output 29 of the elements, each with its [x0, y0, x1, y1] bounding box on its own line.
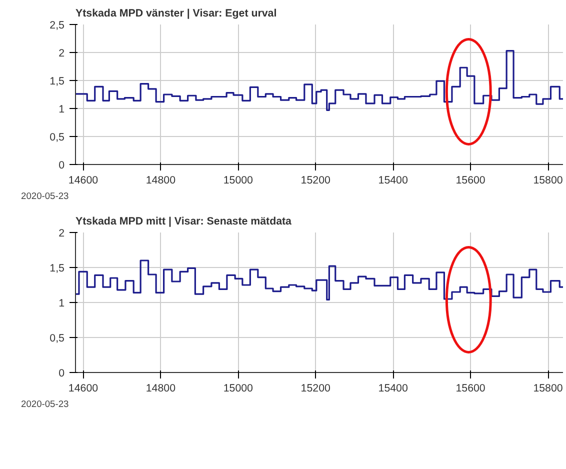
x-tick-label: 15400 [378, 174, 408, 186]
x-tick-label: 15800 [533, 174, 563, 186]
y-tick-label: 0 [58, 160, 65, 172]
y-tick-label: 0 [58, 368, 65, 380]
x-tick-label: 15000 [223, 382, 254, 394]
y-tick-label: 1,5 [50, 76, 65, 88]
x-tick-label: 14600 [68, 174, 98, 186]
x-tick-label: 15600 [456, 174, 486, 186]
chart-title: Ytskada MPD mitt | Visar: Senaste mätdata [76, 216, 292, 228]
x-tick-label: 15600 [456, 382, 486, 394]
x-tick-label: 15200 [300, 174, 331, 186]
y-tick-label: 0,5 [50, 132, 65, 144]
text: 2020-05-23 [21, 191, 69, 201]
y-tick-label: 1 [58, 104, 65, 116]
x-tick-label: 14600 [68, 382, 98, 394]
y-tick-label: 2 [58, 228, 65, 240]
x-tick-label: 15000 [223, 174, 254, 186]
x-tick-label: 14800 [146, 382, 176, 394]
y-tick-label: 1 [58, 298, 65, 310]
y-tick-label: 2 [58, 48, 65, 60]
x-tick-label: 15200 [300, 382, 331, 394]
x-tick-label: 15800 [533, 382, 563, 394]
text: 2020-05-23 [21, 399, 69, 409]
y-tick-label: 1,5 [50, 262, 65, 274]
y-tick-label: 2,5 [50, 20, 65, 32]
y-tick-label: 0,5 [50, 332, 65, 344]
chart-title: Ytskada MPD vänster | Visar: Eget urval [76, 8, 277, 20]
x-tick-label: 14800 [146, 174, 176, 186]
x-tick-label: 15400 [378, 382, 408, 394]
